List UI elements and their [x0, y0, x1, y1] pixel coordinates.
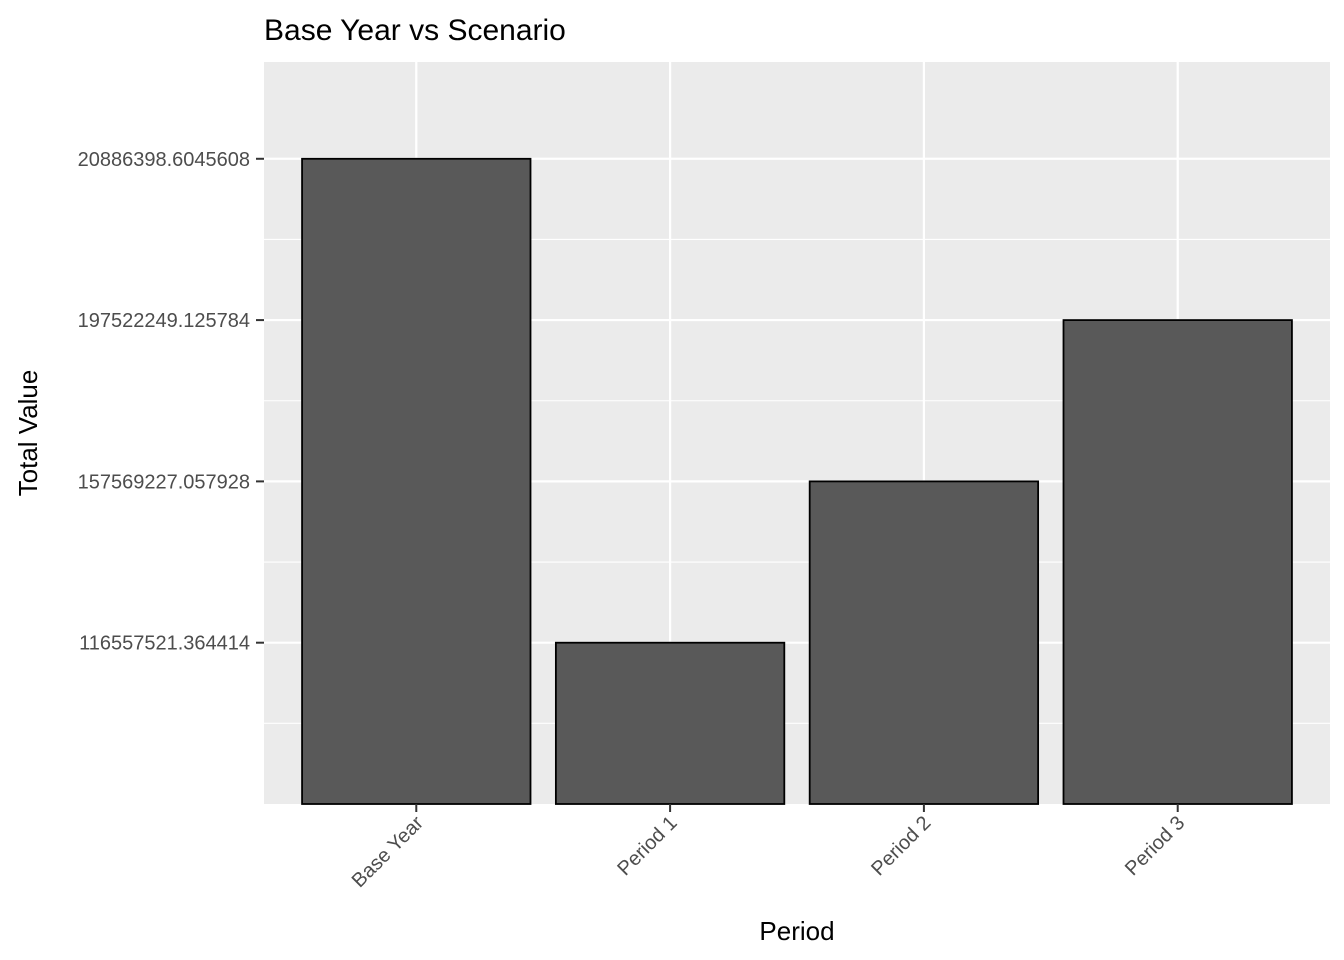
x-tick-label: Period 3	[1121, 812, 1189, 880]
y-tick-label: 197522249.125784	[78, 310, 250, 332]
bar	[808, 480, 1040, 805]
x-axis-title: Period	[759, 916, 834, 946]
y-tick-label: 20886398.6045608	[78, 149, 250, 171]
x-tick-label: Base Year	[348, 812, 428, 892]
bar	[1062, 319, 1293, 805]
chart-title: Base Year vs Scenario	[264, 14, 566, 47]
x-tick-label: Period 2	[867, 812, 935, 880]
bar	[554, 641, 786, 805]
x-tick-label: Period 1	[613, 812, 681, 880]
y-tick-label: 157569227.057928	[78, 471, 250, 493]
y-axis-title: Total Value	[13, 370, 43, 497]
bars	[301, 157, 1293, 805]
bar	[301, 157, 532, 805]
y-tick-label: 116557521.364414	[79, 633, 250, 655]
